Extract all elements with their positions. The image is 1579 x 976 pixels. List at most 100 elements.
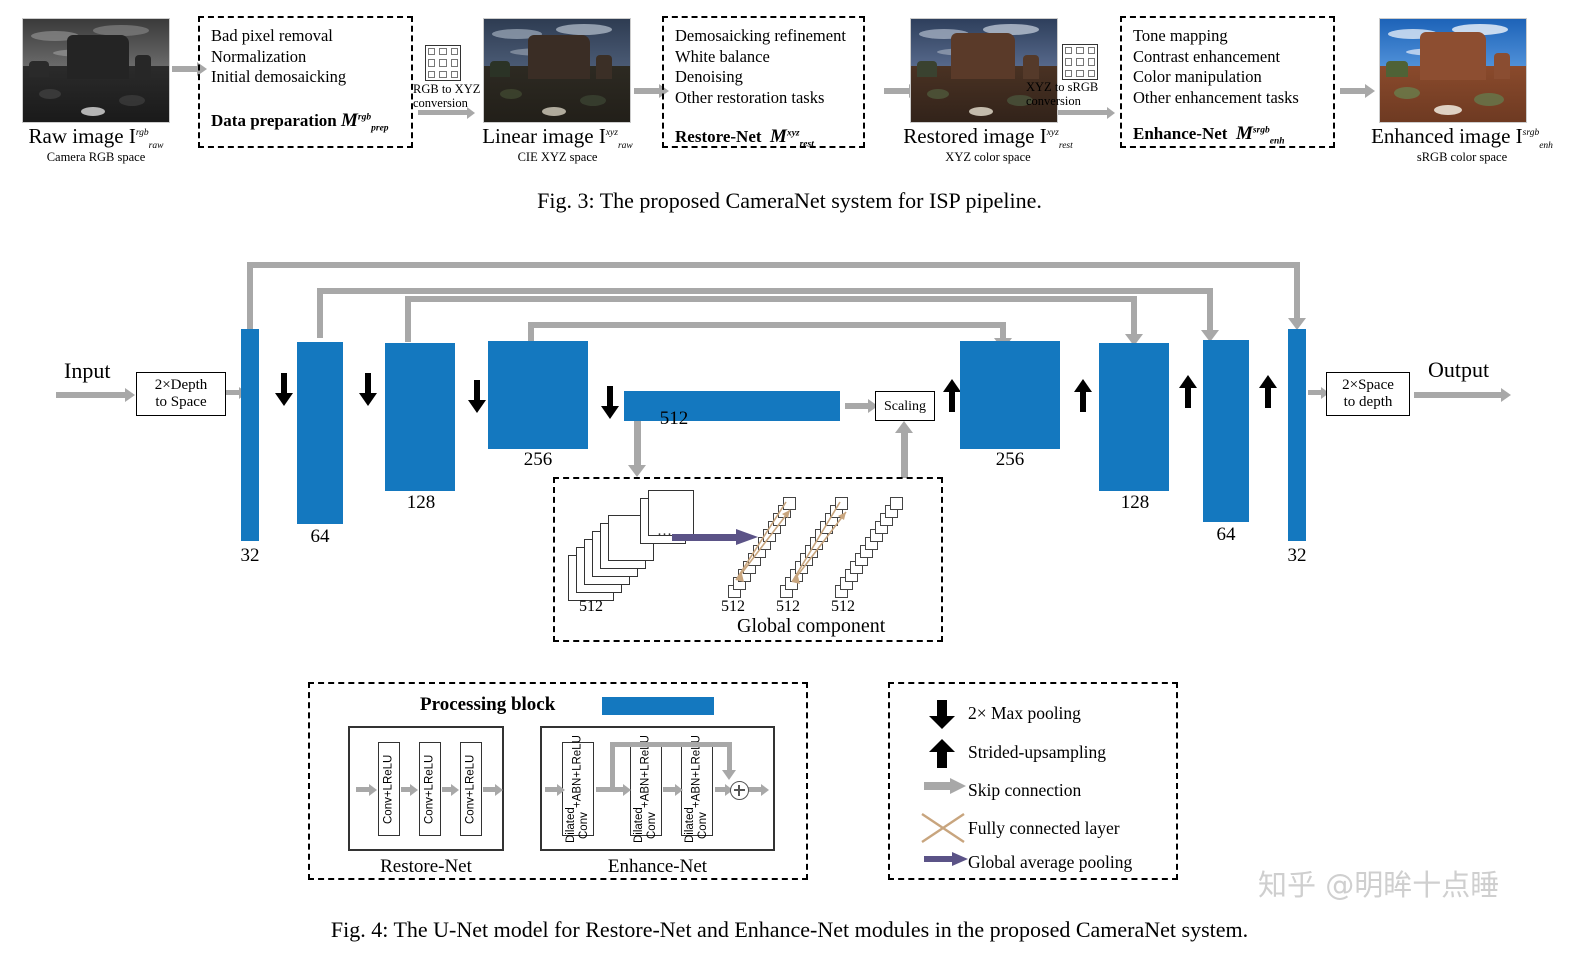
- legend-label-fully-connected: Fully connected layer: [968, 818, 1120, 838]
- global-to-scaling-line: [901, 432, 908, 478]
- arrow-linear-to-restore: [634, 84, 669, 98]
- depth-to-space-box[interactable]: 2×Depth to Space: [136, 372, 226, 416]
- enhance-conv-layer-3: Dilated Conv +ABN+LReLU: [681, 735, 713, 843]
- scaling-box[interactable]: Scaling: [875, 391, 935, 421]
- arrow-output: [1414, 388, 1511, 402]
- legend-label-global-avg-pooling: Global average pooling: [968, 852, 1133, 872]
- processing-block-title: Processing block: [420, 694, 556, 715]
- skip-connection-1-vertical-right: [1294, 262, 1300, 320]
- global-to-scaling-arrowhead: [895, 421, 913, 433]
- encoder-label-64: 64: [310, 526, 330, 547]
- decoder-label-256: 256: [995, 449, 1025, 470]
- space-to-depth-line1: 2×Space: [1342, 377, 1394, 393]
- legend-label-upsampling: Strided-upsampling: [968, 742, 1107, 762]
- global-feature-map-label: 512: [579, 598, 603, 615]
- skip-connection-3-vertical-left: [405, 296, 411, 342]
- decoder-label-32: 32: [1287, 545, 1307, 566]
- encoder-label-32: 32: [240, 545, 260, 566]
- residual-skip-arrowhead: [722, 770, 736, 780]
- enhance-conv-layer-2: Dilated Conv +ABN+LReLU: [630, 735, 662, 843]
- legend-label-max-pooling: 2× Max pooling: [968, 703, 1081, 723]
- restore-net-tasks: Demosaicking refinement White balance De…: [675, 26, 846, 107]
- skip-connection-2-arrowhead: [1201, 330, 1219, 342]
- encoder-bar-512: [624, 391, 840, 421]
- arrow-input: [56, 388, 135, 402]
- decoder-bar-64: [1203, 340, 1249, 522]
- enhanced-image-photo: [1379, 18, 1527, 123]
- raw-image-sub: raw: [148, 141, 164, 152]
- skip-connection-1-arrowhead: [1288, 318, 1306, 330]
- raw-image-photo: [22, 18, 170, 123]
- encoder-bar-64: [297, 342, 343, 524]
- skip-connection-3-vertical-right: [1131, 296, 1137, 336]
- input-label: Input: [64, 358, 111, 383]
- residual-add-icon: [730, 781, 749, 800]
- max-pooling-arrow-2: [358, 373, 378, 407]
- arrow-last-bar-to-space: [1308, 386, 1329, 399]
- decoder-bar-32: [1288, 329, 1306, 541]
- upsampling-arrow-3: [1178, 374, 1198, 408]
- legend-box: [888, 682, 1178, 880]
- fc-label-1: 512: [721, 598, 745, 615]
- enhance-net-name: Enhance-Net Msrgbenh: [1133, 123, 1285, 147]
- ellipsis-dots: ···: [657, 527, 672, 543]
- enhance-arrow-in: [545, 783, 565, 796]
- enhance-net-box: Tone mapping Contrast enhancement Color …: [1120, 16, 1335, 148]
- legend-purple-arrow-icon: [924, 851, 968, 872]
- fc-label-2: 512: [776, 598, 800, 615]
- arrow-depth-to-first-bar: [226, 386, 247, 399]
- enhance-conv-layer-1: Dilated Conv +ABN+LReLU: [562, 735, 594, 843]
- enhance-arrow-2: [663, 783, 683, 796]
- depth-to-space-line2: to Space: [155, 394, 207, 410]
- residual-skip-horizontal: [610, 742, 732, 747]
- decoder-label-64: 64: [1216, 524, 1236, 545]
- skip-connection-2-vertical-right: [1207, 288, 1213, 332]
- restore-net-box: Demosaicking refinement White balance De…: [662, 16, 865, 150]
- scaling-label: Scaling: [884, 398, 926, 414]
- global-component-input-line: [634, 421, 641, 467]
- global-component-title: Global component: [737, 615, 886, 637]
- upsampling-arrow-1: [942, 378, 962, 412]
- skip-connection-4-horizontal: [528, 322, 1006, 328]
- legend-cross-lines-icon: [920, 812, 966, 849]
- enhance-arrow-3: [715, 783, 733, 796]
- legend-gray-arrow-icon: [924, 778, 966, 799]
- legend-up-arrow-icon: [928, 738, 956, 773]
- enhance-arrow-1: [596, 783, 631, 796]
- space-to-depth-box[interactable]: 2×Space to depth: [1326, 372, 1410, 416]
- skip-connection-3-horizontal: [405, 296, 1137, 302]
- raw-image-label: Raw image I: [28, 124, 136, 148]
- arrow-enhance-to-enhanced: [1340, 84, 1375, 98]
- raw-image-sup: rgb: [135, 128, 149, 138]
- restored-image-label: Restored image I: [903, 124, 1047, 148]
- linear-image-caption: Linear image Ixyzraw CIE XYZ space: [470, 124, 645, 165]
- decoder-label-128: 128: [1120, 492, 1150, 513]
- restore-arrow-in: [356, 783, 377, 796]
- max-pooling-arrow-4: [600, 386, 620, 420]
- residual-skip-vertical-left: [610, 742, 615, 788]
- data-preparation-name: Data preparation Mrgbprep: [211, 110, 389, 134]
- rgb-to-xyz-conversion-label: RGB to XYZ conversion: [413, 82, 481, 110]
- upsampling-arrow-2: [1073, 378, 1093, 412]
- watermark: 知乎 @明眸十点睡: [1258, 868, 1500, 902]
- restore-conv-layer-3: Conv+LReLU: [460, 742, 482, 836]
- enhance-net-sublabel: Enhance-Net: [607, 856, 708, 877]
- depth-to-space-line1: 2×Depth: [154, 377, 208, 393]
- arrow-restored-to-enhance: [1058, 106, 1115, 119]
- processing-block-swatch: [602, 697, 714, 715]
- enhance-net-tasks: Tone mapping Contrast enhancement Color …: [1133, 26, 1299, 107]
- decoder-bar-256: [960, 341, 1060, 449]
- restore-net-name: Restore-Net Mxyzrest: [675, 126, 814, 150]
- space-to-depth-line2: to depth: [1343, 394, 1393, 410]
- fully-connected-lines: [735, 501, 847, 584]
- residual-skip-vertical-right: [727, 742, 732, 772]
- linear-image-photo: [483, 18, 631, 123]
- arrow-restore-to-restored: [884, 84, 919, 98]
- arrow-512-to-scaling: [845, 399, 878, 413]
- data-preparation-box: Bad pixel removal Normalization Initial …: [198, 16, 413, 148]
- xyz-to-srgb-conversion-label: XYZ to sRGB conversion: [1026, 80, 1099, 108]
- skip-connection-2-vertical-left: [317, 288, 323, 338]
- global-component-input-arrowhead: [628, 465, 646, 477]
- enhanced-image-caption: Enhanced image Isrgbenh sRGB color space: [1362, 124, 1562, 165]
- encoder-label-256: 256: [523, 449, 553, 470]
